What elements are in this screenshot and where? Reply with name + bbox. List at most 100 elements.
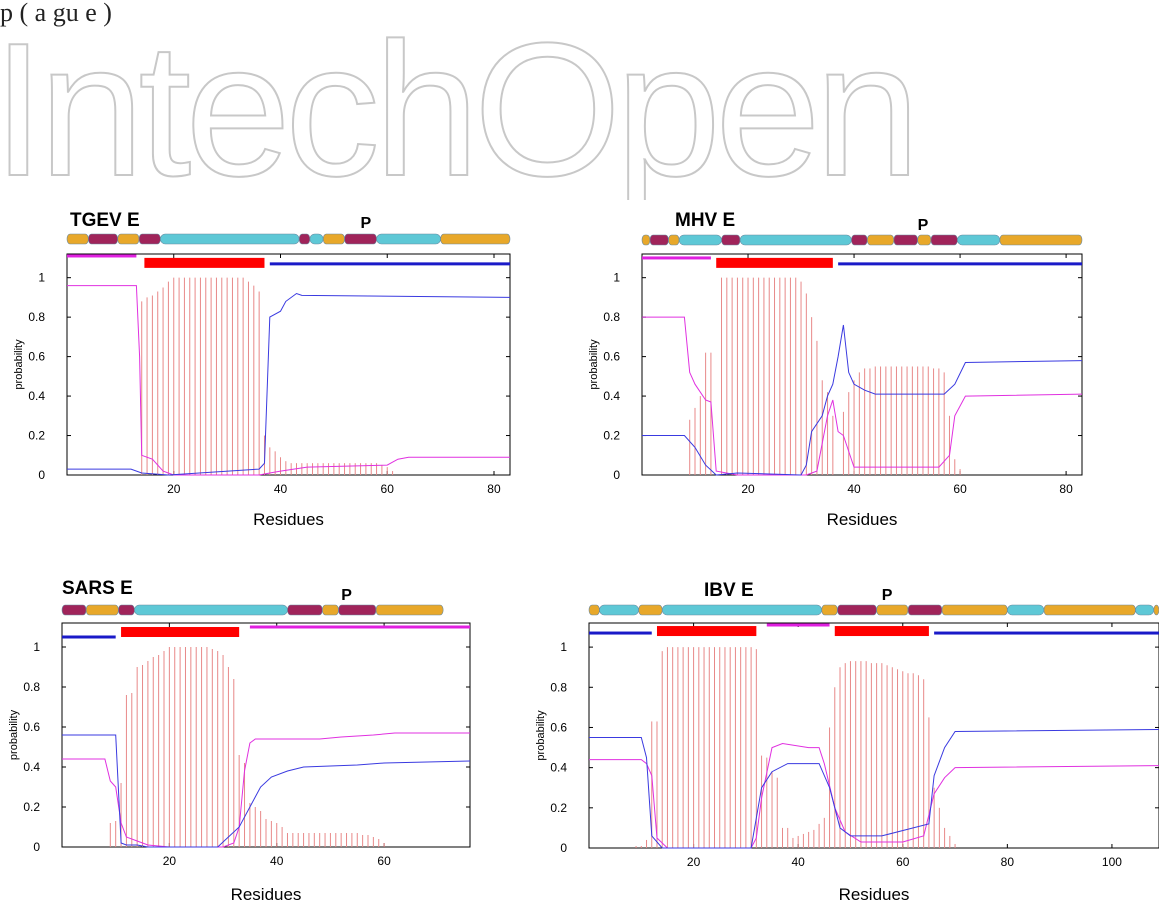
panel-mhv: MHV E P 0 0.2 0.4 0.6 0.8 1 20 40 60 80 probability R… [585, 200, 1105, 535]
ss-segment-coil [941, 604, 1008, 616]
ss-segment-strand [344, 233, 377, 245]
y-tick-label: 1 [560, 640, 567, 654]
ss-segment-helix [1135, 604, 1155, 616]
plot-frame [641, 253, 1083, 476]
ss-segment-coil [588, 604, 600, 616]
chart-ibv: IBV E P 0 0.2 0.4 0.6 0.8 1 20 40 60 80 100 probabili… [535, 580, 1159, 904]
ss-segment-coil [867, 234, 895, 246]
probability-line-blue [67, 292, 511, 476]
chart-sars: SARS E P 0 0.2 0.4 0.6 0.8 1 20 40 60 probability Re… [8, 578, 471, 904]
probability-line-blue [642, 324, 1083, 476]
ss-segment-coil [440, 233, 511, 245]
y-tick-label: 0 [33, 840, 40, 854]
ss-segment-helix [1007, 604, 1045, 616]
x-tick-label: 40 [270, 854, 284, 868]
ss-segment-helix [134, 604, 288, 616]
ss-segment-helix [309, 233, 324, 245]
ss-segment-helix [599, 604, 639, 616]
y-tick-label: 0.6 [603, 350, 620, 364]
x-tick-label: 60 [377, 854, 391, 868]
plot-frame [61, 622, 471, 848]
x-tick-label: 60 [896, 855, 910, 869]
y-axis-label: probability [588, 339, 600, 390]
probability-line-magenta [589, 742, 1159, 849]
ss-segment-coil [375, 604, 444, 616]
y-tick-label: 0.4 [603, 389, 620, 403]
ss-segment-helix [376, 233, 441, 245]
chart-tgev: TGEV E P 0 0.2 0.4 0.6 0.8 1 20 40 60 80 probability… [13, 210, 511, 529]
ss-segment-coil [85, 604, 119, 616]
x-axis-label: Residues [231, 885, 302, 904]
ss-segment-helix [160, 233, 300, 245]
topology-segment-blue [934, 631, 1159, 635]
x-tick-label: 20 [741, 482, 755, 496]
topology-segment-blue [589, 631, 652, 635]
topology-segment-red [656, 626, 757, 637]
p-label: P [341, 587, 352, 604]
ss-segment-strand [338, 604, 377, 616]
x-tick-label: 80 [1059, 482, 1073, 496]
ss-segment-strand [88, 233, 119, 245]
topology-segment-magenta [249, 625, 470, 629]
y-axis-label: probability [13, 339, 25, 390]
y-tick-label: 0 [613, 468, 620, 482]
ss-segment-coil [322, 604, 339, 616]
y-tick-label: 1 [33, 640, 40, 654]
x-tick-label: 100 [1102, 855, 1122, 869]
probability-line-magenta [67, 285, 510, 476]
y-tick-label: 0.4 [23, 760, 40, 774]
chart-mhv: MHV E P 0 0.2 0.4 0.6 0.8 1 20 40 60 80 probability R… [588, 210, 1083, 529]
y-tick-label: 0.6 [23, 720, 40, 734]
ss-segment-strand [907, 604, 943, 616]
watermark-text: IntechOpen [0, 10, 914, 200]
topology-segment-magenta [766, 623, 830, 627]
y-tick-label: 0.8 [550, 680, 567, 694]
x-axis-label: Residues [827, 510, 898, 529]
y-tick-label: 1 [38, 271, 45, 285]
x-tick-label: 60 [953, 482, 967, 496]
ss-segment-strand [298, 233, 311, 245]
y-tick-label: 0.2 [603, 429, 620, 443]
ss-segment-strand [837, 604, 877, 616]
topology-segment-blue [62, 635, 116, 639]
panel-title: MHV E [675, 210, 735, 231]
probability-line-magenta [62, 732, 470, 848]
panel-title: IBV E [704, 580, 754, 601]
ss-segment-helix [739, 234, 852, 246]
ss-segment-coil [876, 604, 909, 616]
ss-segment-strand [61, 604, 87, 616]
panel-title: TGEV E [70, 210, 140, 231]
y-tick-label: 0.4 [550, 761, 567, 775]
topology-segment-red [834, 626, 929, 637]
ss-segment-coil [117, 233, 140, 245]
panel-tgev: TGEV E P 0 0.2 0.4 0.6 0.8 1 20 40 60 80 probability… [10, 200, 530, 535]
ss-segment-strand [893, 234, 918, 246]
panel-ibv: IBV E P 0 0.2 0.4 0.6 0.8 1 20 40 60 80 100 probabili… [532, 570, 1159, 910]
ss-segment-coil [322, 233, 345, 245]
p-label: P [882, 587, 893, 604]
y-tick-label: 0.2 [550, 801, 567, 815]
ss-segment-helix [678, 234, 722, 246]
ss-segment-coil [1043, 604, 1136, 616]
ss-segment-helix [957, 234, 1001, 246]
y-tick-label: 0.2 [23, 800, 40, 814]
y-tick-label: 0.6 [28, 350, 45, 364]
ss-segment-strand [138, 233, 161, 245]
y-tick-label: 1 [613, 271, 620, 285]
panel-sars: SARS E P 0 0.2 0.4 0.6 0.8 1 20 40 60 probability Re… [5, 570, 495, 910]
x-axis-label: Residues [839, 885, 910, 904]
x-axis-label: Residues [253, 510, 324, 529]
topology-segment-blue [269, 262, 510, 266]
plot-frame [588, 622, 1159, 849]
topology-segment-blue [838, 262, 1082, 266]
plot-frame [66, 253, 511, 476]
x-tick-label: 80 [487, 482, 501, 496]
y-tick-label: 0.8 [23, 680, 40, 694]
intechopen-watermark: IntechOpen [0, 10, 921, 200]
ss-segment-coil [668, 234, 680, 246]
x-tick-label: 40 [791, 855, 805, 869]
topology-segment-magenta [642, 256, 711, 260]
topology-segment-magenta [67, 254, 137, 258]
x-tick-label: 40 [847, 482, 861, 496]
y-tick-label: 0.6 [550, 720, 567, 734]
